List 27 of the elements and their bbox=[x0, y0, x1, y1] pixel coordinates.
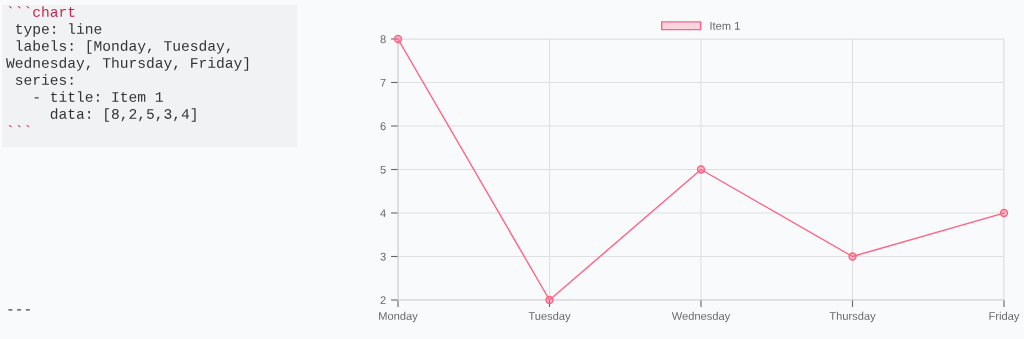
text: series: bbox=[15, 74, 73, 85]
y-tick-label: 7 bbox=[380, 78, 386, 87]
x-tick-label: Tuesday bbox=[528, 311, 571, 323]
point bbox=[545, 295, 554, 305]
x-tick-label: Friday bbox=[989, 311, 1020, 323]
text: Wednesday, Thursday, Friday] bbox=[6, 57, 249, 71]
x-tick-label: Monday bbox=[379, 311, 418, 323]
point bbox=[696, 165, 706, 174]
text: labels: [Monday, Tuesday, bbox=[16, 40, 230, 54]
text: ``` bbox=[8, 125, 30, 128]
text: type: line bbox=[16, 23, 102, 37]
y-tick-label: 6 bbox=[380, 122, 386, 131]
x-tick-label: Thursday bbox=[829, 311, 876, 323]
text: ```chart bbox=[8, 6, 75, 17]
text: data: [8,2,5,3,4] bbox=[50, 108, 196, 122]
y-tick-label: 4 bbox=[380, 209, 386, 218]
legend-label: Item 1 bbox=[710, 22, 740, 30]
y-tick-label: 3 bbox=[380, 252, 386, 261]
y-tick-label: 5 bbox=[380, 165, 386, 174]
y-tick-label: 8 bbox=[380, 35, 386, 44]
text: --- bbox=[8, 309, 30, 311]
text: - title: Item 1 bbox=[34, 91, 163, 102]
x-tick-label: Wednesday bbox=[671, 311, 731, 323]
point bbox=[393, 34, 403, 44]
point bbox=[999, 208, 1009, 218]
point bbox=[848, 252, 857, 261]
y-tick-label: 2 bbox=[380, 296, 386, 305]
